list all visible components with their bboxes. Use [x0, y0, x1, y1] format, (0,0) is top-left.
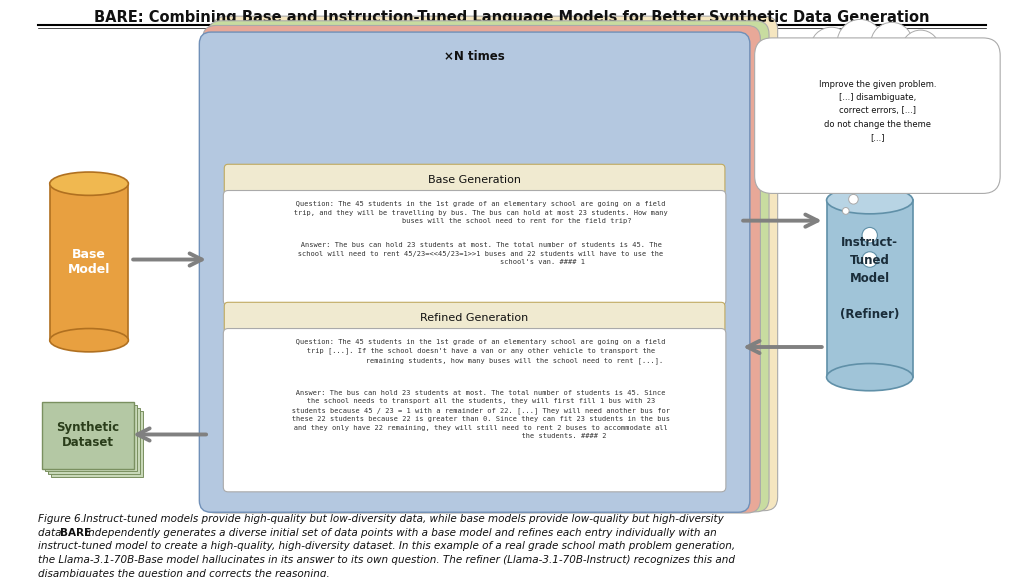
- FancyBboxPatch shape: [224, 302, 725, 334]
- Circle shape: [870, 23, 913, 65]
- Text: Instruct-
Tuned
Model

(Refiner): Instruct- Tuned Model (Refiner): [840, 237, 899, 321]
- Circle shape: [901, 30, 940, 69]
- Circle shape: [791, 41, 824, 76]
- Ellipse shape: [50, 172, 128, 196]
- FancyBboxPatch shape: [200, 32, 750, 512]
- Circle shape: [943, 61, 971, 88]
- Text: ×N times: ×N times: [444, 50, 505, 62]
- FancyBboxPatch shape: [223, 328, 726, 492]
- Circle shape: [782, 102, 806, 125]
- Circle shape: [781, 82, 807, 107]
- Circle shape: [948, 102, 972, 125]
- Bar: [48, 409, 140, 474]
- Bar: [50, 183, 128, 340]
- FancyBboxPatch shape: [203, 25, 761, 513]
- Text: Synthetic
Dataset: Synthetic Dataset: [56, 421, 120, 449]
- Text: Figure 6.: Figure 6.: [38, 514, 84, 524]
- Text: Answer: The bus can hold 23 students at most. The total number of students is 45: Answer: The bus can hold 23 students at …: [286, 242, 664, 265]
- Circle shape: [855, 177, 868, 190]
- Text: independently generates a diverse initial set of data points with a base model a: independently generates a diverse initia…: [82, 528, 717, 538]
- Text: Improve the given problem.
[...] disambiguate,
correct errors, [...]
do not chan: Improve the given problem. [...] disambi…: [818, 80, 936, 142]
- FancyBboxPatch shape: [213, 16, 777, 511]
- Bar: [42, 402, 134, 469]
- Text: Refined Generation: Refined Generation: [421, 313, 528, 323]
- Circle shape: [947, 82, 973, 107]
- FancyBboxPatch shape: [223, 190, 726, 305]
- Circle shape: [849, 194, 858, 204]
- Text: Question: The 45 students in the 1st grade of an elementary school are going on : Question: The 45 students in the 1st gra…: [284, 339, 666, 364]
- Circle shape: [862, 252, 878, 267]
- Circle shape: [838, 20, 883, 66]
- Text: instruct-tuned model to create a high-quality, high-diversity dataset. In this e: instruct-tuned model to create a high-qu…: [38, 541, 735, 552]
- Circle shape: [928, 44, 958, 75]
- Text: the Llama-3.1-70B-Base model hallucinates in its answer to its own question. The: the Llama-3.1-70B-Base model hallucinate…: [38, 555, 735, 565]
- Text: Instruct-tuned models provide high-quality but low-diversity data, while base mo: Instruct-tuned models provide high-quali…: [81, 514, 724, 524]
- FancyBboxPatch shape: [224, 164, 725, 196]
- Text: Answer: The bus can hold 23 students at most. The total number of students is 45: Answer: The bus can hold 23 students at …: [280, 390, 670, 439]
- FancyBboxPatch shape: [208, 21, 769, 512]
- Circle shape: [785, 122, 807, 144]
- Text: disambiguates the question and corrects the reasoning.: disambiguates the question and corrects …: [38, 568, 330, 577]
- Text: BARE: BARE: [60, 528, 91, 538]
- FancyBboxPatch shape: [755, 38, 1000, 193]
- Circle shape: [782, 61, 809, 88]
- Ellipse shape: [826, 186, 913, 214]
- Text: BARE: Combining Base and Instruction-Tuned Language Models for Better Synthetic : BARE: Combining Base and Instruction-Tun…: [94, 10, 930, 25]
- Circle shape: [810, 27, 852, 70]
- Bar: [826, 200, 913, 377]
- Text: Base Generation: Base Generation: [428, 175, 521, 185]
- Ellipse shape: [826, 364, 913, 391]
- Text: Question: The 45 students in the 1st grade of an elementary school are going on : Question: The 45 students in the 1st gra…: [282, 201, 668, 224]
- Bar: [45, 405, 137, 471]
- Bar: [50, 411, 142, 477]
- Ellipse shape: [50, 328, 128, 352]
- Text: Base
Model: Base Model: [68, 248, 111, 276]
- Circle shape: [862, 227, 878, 243]
- Circle shape: [843, 208, 849, 214]
- Text: data.: data.: [38, 528, 69, 538]
